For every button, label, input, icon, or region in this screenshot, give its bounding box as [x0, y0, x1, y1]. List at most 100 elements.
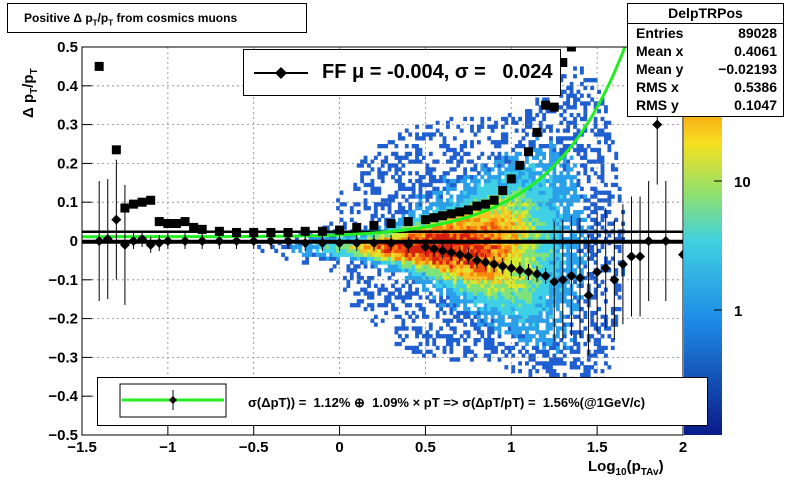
- heatmap-cell: [549, 252, 553, 257]
- heatmap-cell: [617, 283, 622, 288]
- heatmap-cell: [538, 244, 543, 250]
- heatmap-cell: [456, 198, 461, 203]
- heatmap-cell: [487, 303, 492, 308]
- heatmap-cell: [397, 175, 402, 180]
- heatmap-cell: [397, 264, 402, 269]
- heatmap-cell: [408, 237, 413, 242]
- heatmap-cell: [483, 213, 488, 219]
- stats-box: DelpTRPos Entries 89028 Mean x 0.4061 Mean…: [627, 3, 784, 117]
- heatmap-cell: [576, 112, 581, 118]
- heatmap-cell: [490, 322, 495, 327]
- heatmap-cell: [573, 291, 577, 296]
- heatmap-cell: [525, 248, 529, 254]
- heatmap-cell: [593, 190, 598, 195]
- heatmap-cell: [470, 248, 474, 254]
- heatmap-cell: [586, 353, 591, 358]
- legend-fit: σ(ΔpT)) = 1.12% ⊕ 1.09% × pT => σ(ΔpT/pT…: [97, 377, 708, 426]
- heatmap-cell: [555, 318, 560, 323]
- heatmap-cell: [600, 101, 605, 106]
- heatmap-cell: [421, 310, 426, 316]
- heatmap-cell: [576, 314, 581, 319]
- heatmap-cell: [518, 314, 522, 319]
- heatmap-cell: [569, 186, 574, 191]
- heatmap-cell: [367, 163, 371, 168]
- heatmap-cell: [562, 217, 567, 222]
- heatmap-cell: [439, 178, 443, 184]
- heatmap-cell: [610, 306, 615, 312]
- heatmap-cell: [291, 248, 296, 254]
- heatmap-cell: [542, 190, 547, 195]
- heatmap-cell: [391, 248, 395, 254]
- heatmap-cell: [518, 283, 522, 288]
- heatmap-cell: [397, 314, 402, 319]
- heatmap-cell: [439, 256, 443, 261]
- heatmap-cell: [470, 144, 474, 149]
- heatmap-cell: [439, 132, 443, 137]
- heatmap-cell: [466, 279, 471, 285]
- heatmap-cell: [521, 272, 526, 277]
- heatmap-cell: [545, 167, 550, 172]
- heatmap-cell: [500, 275, 505, 281]
- heatmap-cell: [514, 303, 519, 308]
- heatmap-cell: [387, 291, 392, 296]
- heatmap-cell: [425, 124, 430, 129]
- heatmap-cell: [542, 287, 547, 292]
- heatmap-cell: [600, 198, 605, 203]
- heatmap-cell: [600, 132, 605, 137]
- heatmap-cell: [610, 182, 615, 188]
- heatmap-cell: [411, 326, 416, 331]
- heatmap-cell: [576, 256, 581, 261]
- heatmap-cell: [545, 225, 550, 230]
- heatmap-cell: [487, 116, 492, 122]
- heatmap-cell: [446, 252, 450, 257]
- heatmap-cell: [542, 349, 547, 354]
- heatmap-cell: [518, 217, 522, 222]
- heatmap-cell: [518, 140, 522, 145]
- mu-point: [283, 236, 294, 246]
- heatmap-cell: [507, 306, 512, 312]
- heatmap-cell: [573, 116, 577, 122]
- heatmap-cell: [459, 147, 464, 153]
- heatmap-cell: [538, 194, 543, 199]
- heatmap-cell: [559, 291, 564, 296]
- heatmap-cell: [373, 155, 378, 160]
- heatmap-cell: [332, 237, 337, 242]
- heatmap-cell: [384, 237, 389, 242]
- heatmap-cell: [353, 244, 358, 250]
- heatmap-cell: [573, 237, 577, 242]
- heatmap-cell: [573, 256, 577, 261]
- heatmap-cell: [549, 244, 553, 250]
- heatmap-cell: [511, 182, 516, 188]
- heatmap-cell: [518, 209, 522, 215]
- heatmap-cell: [428, 264, 433, 269]
- heatmap-cell: [353, 248, 358, 254]
- heatmap-cell: [576, 365, 581, 370]
- sigma-point: [489, 195, 499, 205]
- heatmap-cell: [415, 252, 419, 257]
- stats-value: −0.02193: [718, 61, 777, 77]
- heatmap-cell: [449, 221, 454, 226]
- heatmap-cell: [600, 159, 605, 164]
- heatmap-cell: [463, 202, 468, 207]
- heatmap-cell: [415, 124, 419, 129]
- heatmap-cell: [370, 167, 375, 172]
- heatmap-cell: [370, 318, 375, 323]
- heatmap-cell: [525, 349, 529, 354]
- heatmap-cell: [504, 248, 509, 254]
- heatmap-cell: [525, 299, 529, 304]
- heatmap-cell: [549, 322, 553, 327]
- heatmap-cell: [312, 252, 316, 257]
- heatmap-cell: [545, 206, 550, 211]
- heatmap-cell: [566, 213, 571, 219]
- heatmap-cell: [607, 260, 612, 265]
- heatmap-cell: [586, 369, 591, 374]
- heatmap-cell: [360, 175, 365, 180]
- heatmap-cell: [494, 237, 498, 242]
- heatmap-cell: [308, 248, 313, 254]
- sigma-point: [472, 201, 482, 211]
- heatmap-cell: [360, 260, 365, 265]
- heatmap-cell: [531, 326, 536, 331]
- heatmap-cell: [552, 213, 557, 219]
- heatmap-cell: [294, 237, 299, 242]
- heatmap-cell: [562, 326, 567, 331]
